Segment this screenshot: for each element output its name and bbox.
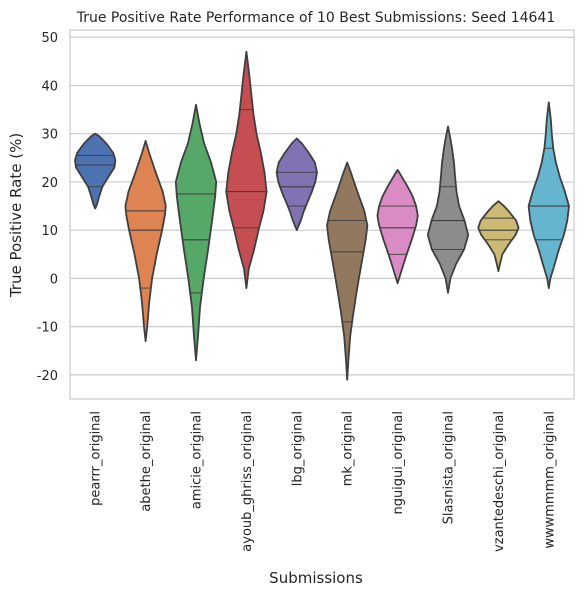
y-tick-label: 10 bbox=[41, 224, 58, 239]
violin-pearrr_original bbox=[74, 132, 117, 210]
y-tick-label: 40 bbox=[41, 79, 58, 94]
x-tick-label: lbg_original bbox=[290, 411, 305, 486]
x-tick-label: ayoub_ghriss_original bbox=[240, 411, 255, 552]
y-axis-title: True Positive Rate (%) bbox=[7, 133, 25, 298]
x-axis-title: Submissions bbox=[269, 569, 363, 587]
violin-ayoub_ghriss_original bbox=[225, 50, 268, 289]
violins bbox=[74, 50, 570, 381]
x-tick-label: pearrr_original bbox=[89, 411, 104, 506]
x-axis-ticks: pearrr_original abethe_original amicie_ori… bbox=[89, 411, 558, 552]
violin-nguigui_original bbox=[376, 169, 419, 285]
violin-abethe_original bbox=[124, 140, 167, 342]
x-tick-label: Slasnista_original bbox=[442, 411, 457, 524]
violin-amicie_original bbox=[174, 103, 218, 362]
y-tick-label: 50 bbox=[41, 31, 58, 46]
x-tick-label: wwwmmmm_original bbox=[542, 411, 557, 549]
violin-vzantedeschi_original bbox=[477, 200, 520, 273]
y-tick-label: 30 bbox=[41, 128, 58, 143]
y-tick-label: -10 bbox=[37, 321, 58, 336]
x-tick-label: abethe_original bbox=[139, 411, 154, 512]
x-tick-label: mk_original bbox=[341, 411, 356, 486]
y-tick-label: 0 bbox=[50, 272, 58, 287]
y-axis-ticks: -20 -10 0 10 20 30 40 50 bbox=[37, 31, 58, 384]
x-tick-label: vzantedeschi_original bbox=[492, 411, 507, 552]
violin-wwwmmmm_original bbox=[527, 101, 570, 289]
y-tick-label: 20 bbox=[41, 176, 58, 191]
violin-Slasnista_original bbox=[426, 125, 470, 294]
y-tick-label: -20 bbox=[37, 369, 58, 384]
violin-lbg_original bbox=[275, 137, 318, 232]
chart-title: True Positive Rate Performance of 10 Bes… bbox=[76, 10, 556, 26]
plot-frame bbox=[69, 29, 575, 400]
x-tick-label: amicie_original bbox=[190, 411, 205, 509]
x-tick-label: nguigui_original bbox=[391, 411, 406, 515]
violin-mk_original bbox=[326, 161, 369, 381]
